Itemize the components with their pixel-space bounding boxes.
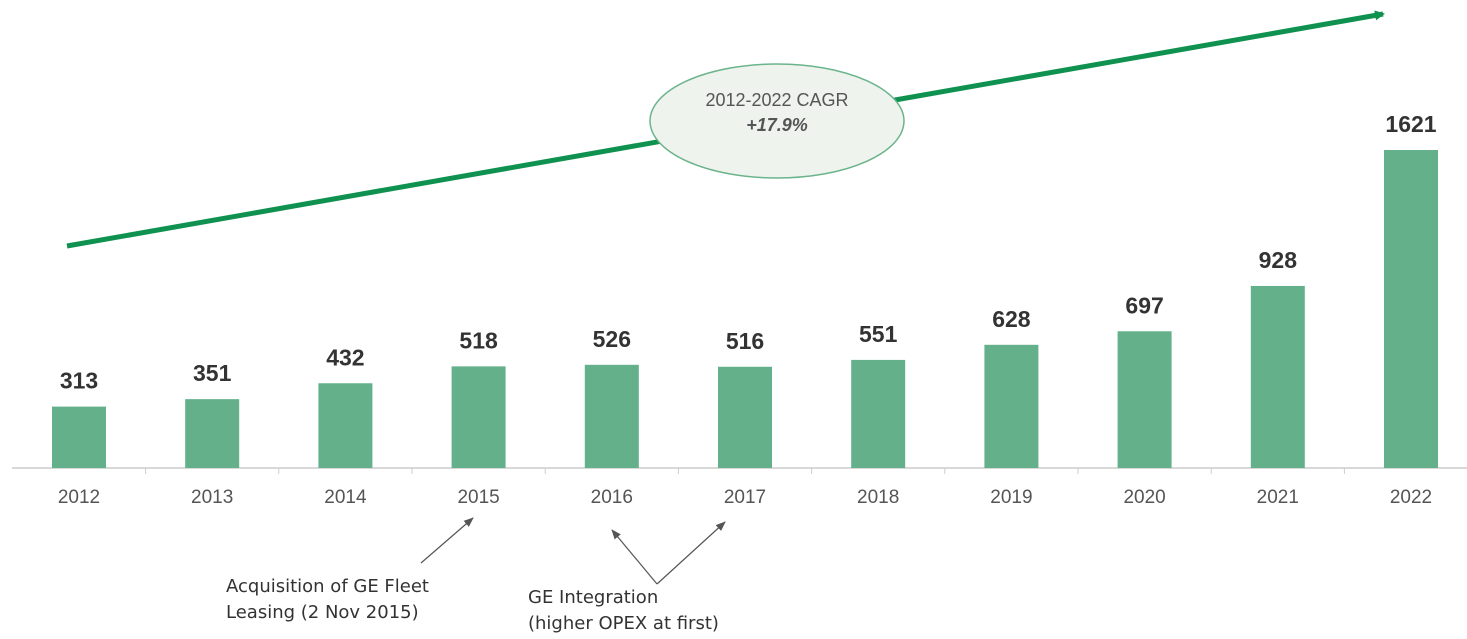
bar bbox=[1117, 331, 1172, 468]
x-tick-label: 2017 bbox=[724, 487, 766, 508]
annotation: GE Integration bbox=[528, 587, 658, 608]
cagr-label: 2012-2022 CAGR bbox=[705, 90, 848, 110]
x-tick-label: 2014 bbox=[324, 487, 367, 508]
bar bbox=[584, 364, 639, 468]
annotation: (higher OPEX at first) bbox=[528, 613, 719, 634]
x-tick-label: 2016 bbox=[591, 487, 633, 508]
value-label: 432 bbox=[326, 344, 364, 370]
value-label: 697 bbox=[1125, 292, 1163, 318]
value-label: 1621 bbox=[1385, 111, 1436, 137]
annotation: Leasing (2 Nov 2015) bbox=[226, 602, 419, 623]
x-tick-label: 2019 bbox=[990, 487, 1032, 508]
bar bbox=[984, 344, 1039, 468]
x-tick-label: 2021 bbox=[1257, 487, 1299, 508]
x-tick-label: 2012 bbox=[58, 487, 100, 508]
annotation: Acquisition of GE Fleet bbox=[226, 576, 429, 597]
bar bbox=[1250, 285, 1305, 468]
cagr-value: +17.9% bbox=[746, 115, 808, 135]
annotation-arrow bbox=[656, 521, 726, 585]
value-label: 551 bbox=[859, 321, 898, 347]
value-label: 313 bbox=[60, 368, 98, 394]
value-label: 518 bbox=[459, 327, 498, 353]
value-label: 526 bbox=[593, 326, 631, 352]
x-tick-label: 2013 bbox=[191, 487, 233, 508]
x-tick-label: 2018 bbox=[857, 487, 899, 508]
bar bbox=[718, 366, 772, 468]
bar bbox=[318, 383, 373, 468]
cagr-bubble bbox=[649, 63, 905, 179]
bar bbox=[451, 366, 506, 468]
bar bbox=[52, 406, 106, 468]
x-tick-label: 2020 bbox=[1123, 487, 1165, 508]
annotation-arrow bbox=[420, 517, 474, 564]
bar bbox=[185, 399, 240, 468]
annotation-arrow bbox=[611, 529, 658, 585]
bar bbox=[1384, 150, 1438, 468]
x-tick-label: 2015 bbox=[457, 487, 499, 508]
value-label: 351 bbox=[193, 360, 232, 386]
value-label: 628 bbox=[992, 306, 1031, 332]
x-tick-label: 2022 bbox=[1390, 487, 1432, 508]
value-label: 516 bbox=[726, 328, 764, 354]
bar bbox=[851, 359, 906, 468]
value-label: 928 bbox=[1259, 247, 1298, 273]
